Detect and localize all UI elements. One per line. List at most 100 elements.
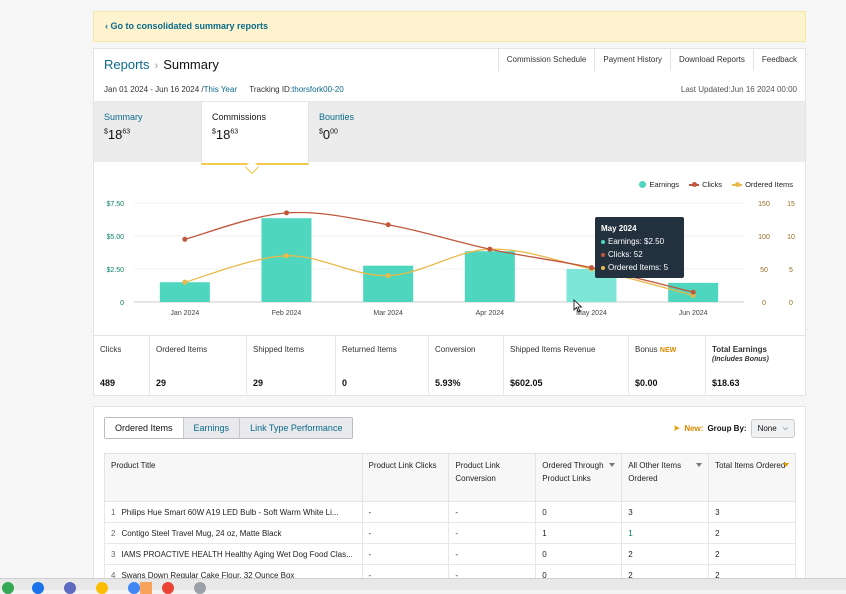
tooltip-clicks: Clicks: 52	[601, 248, 678, 261]
x-tick-label: Feb 2024	[272, 310, 302, 317]
table-row[interactable]: 3 IAMS PROACTIVE HEALTH Healthy Aging Wet…	[104, 543, 796, 565]
stat-shipped-items: Shipped Items 29	[247, 336, 336, 396]
tracking-id-label: Tracking ID:	[249, 85, 293, 94]
app-icon[interactable]	[2, 582, 14, 594]
stat-bonus: Bonus NEW $0.00	[629, 336, 706, 396]
tab-commissions-amount: $1863	[212, 127, 239, 142]
other-items-cell: 3	[621, 501, 710, 523]
sort-active-icon	[783, 463, 789, 467]
tracking-id-selector[interactable]: thorsfork00-20	[292, 85, 344, 94]
tab-earnings[interactable]: Earnings	[182, 418, 240, 438]
table-row[interactable]: 2 Contigo Steel Travel Mug, 24 oz, Matte …	[104, 522, 796, 544]
group-by-select[interactable]: None ⌵	[750, 419, 795, 438]
details-card: Ordered Items Earnings Link Type Perform…	[93, 406, 806, 590]
app-icon[interactable]	[96, 582, 108, 594]
download-reports-link[interactable]: Download Reports	[670, 49, 753, 71]
page-title: Summary	[163, 57, 219, 72]
tab-bounties[interactable]: Bounties $000	[309, 102, 419, 162]
legend-ordered-items[interactable]: Ordered Items	[732, 180, 793, 189]
divider	[94, 101, 805, 102]
taskbar	[0, 578, 846, 594]
stats-row: Clicks 489 Ordered Items 29 Shipped Items 2…	[94, 335, 805, 396]
clicks-point	[487, 246, 493, 252]
legend-clicks[interactable]: Clicks	[689, 180, 722, 189]
earnings-bar	[464, 251, 515, 302]
ordered-items-point	[385, 273, 391, 279]
clicks-point	[385, 222, 391, 228]
ordered-through-cell: 1	[535, 522, 623, 544]
tooltip-ordered: Ordered Items: 5	[601, 261, 678, 274]
other-items-cell: 1	[621, 522, 710, 544]
app-icon[interactable]	[32, 582, 44, 594]
ordered-items-point	[284, 253, 289, 259]
commission-schedule-link[interactable]: Commission Schedule	[497, 49, 595, 71]
header-product-link-conversion[interactable]: Product Link Conversion	[448, 453, 537, 502]
y-left-tick-label: 0	[120, 300, 124, 307]
earnings-bar	[159, 282, 210, 302]
tooltip-earnings: Earnings: $2.50	[601, 235, 678, 248]
clicks-point	[690, 289, 696, 295]
earnings-dot-icon	[639, 181, 647, 188]
header-product-title[interactable]: Product Title	[104, 453, 363, 502]
top-links: Commission Schedule Payment History Down…	[497, 49, 805, 71]
y-right-ordered-tick-label: 5	[789, 267, 793, 274]
link-clicks-cell: -	[361, 501, 450, 523]
new-badge: NEW	[659, 347, 677, 354]
clicks-point	[182, 236, 188, 242]
period-selector[interactable]: This Year	[203, 85, 237, 94]
tab-commissions[interactable]: Commissions $1863	[201, 102, 309, 165]
group-by-label: Group By:	[707, 424, 747, 433]
summary-tabs: Summary $1863 Commissions $1863 Bounties…	[94, 102, 805, 165]
tab-bounties-amount: $000	[319, 127, 338, 142]
header-total-items[interactable]: Total Items Ordered	[708, 453, 796, 502]
product-title-cell[interactable]: 2 Contigo Steel Travel Mug, 24 oz, Matte …	[104, 522, 363, 544]
stat-total-earnings: Total Earnings (Includes Bonus) $18.63	[712, 345, 769, 388]
x-tick-label: May 2024	[576, 310, 607, 317]
tab-summary-label: Summary	[104, 112, 143, 122]
ordered-items-table: Product Title Product Link Clicks Produc…	[104, 453, 796, 586]
x-tick-label: Jan 2024	[170, 310, 199, 317]
clicks-line-icon	[689, 181, 700, 187]
y-left-tick-label: $5.00	[106, 234, 124, 241]
total-items-cell: 3	[708, 501, 796, 523]
stat-ordered-items: Ordered Items 29	[150, 336, 247, 396]
header-all-other-items[interactable]: All Other Items Ordered	[621, 453, 710, 502]
earnings-bar	[363, 265, 414, 302]
x-tick-label: Jun 2024	[679, 310, 708, 317]
tab-link-type-performance[interactable]: Link Type Performance	[239, 418, 353, 438]
product-title-cell[interactable]: 3 IAMS PROACTIVE HEALTH Healthy Aging Wet…	[104, 543, 363, 565]
app-icon[interactable]	[128, 582, 140, 594]
clicks-point	[589, 265, 594, 271]
y-right-ordered-tick-label: 10	[787, 234, 795, 241]
mouse-cursor-icon	[573, 299, 583, 313]
table-row[interactable]: 1 Philips Hue Smart 60W A19 LED Bulb - So…	[104, 501, 796, 523]
x-tick-label: Apr 2024	[476, 310, 505, 317]
feedback-link[interactable]: Feedback	[752, 49, 805, 71]
legend-earnings[interactable]: Earnings	[639, 180, 679, 189]
payment-history-link[interactable]: Payment History	[594, 49, 670, 71]
tab-summary[interactable]: Summary $1863	[94, 102, 201, 162]
rocket-icon: ➤	[672, 423, 681, 433]
breadcrumb-reports[interactable]: Reports	[104, 57, 150, 72]
x-tick-label: Mar 2024	[373, 310, 403, 317]
app-icon[interactable]	[140, 582, 152, 594]
chart-legend: Earnings Clicks Ordered Items	[639, 180, 793, 189]
header-ordered-through-links[interactable]: Ordered Through Product Links	[535, 453, 623, 502]
tab-ordered-items[interactable]: Ordered Items	[105, 418, 183, 438]
header-product-link-clicks[interactable]: Product Link Clicks	[361, 453, 450, 502]
y-right-clicks-tick-label: 100	[758, 234, 770, 241]
app-icon[interactable]	[162, 582, 174, 594]
link-clicks-cell: -	[361, 522, 450, 544]
link-conversion-cell: -	[448, 522, 537, 544]
group-by: ➤ New: Group By: None ⌵	[673, 419, 795, 438]
tab-bounties-label: Bounties	[319, 112, 355, 122]
product-title-cell[interactable]: 1 Philips Hue Smart 60W A19 LED Bulb - So…	[104, 501, 363, 523]
y-left-tick-label: $2.50	[106, 267, 124, 274]
chevron-down-icon: ⌵	[782, 424, 788, 432]
app-icon[interactable]	[194, 582, 206, 594]
y-right-ordered-tick-label: 0	[789, 300, 793, 307]
app-icon[interactable]	[64, 582, 76, 594]
consolidated-reports-link[interactable]: ‹ Go to consolidated summary reports	[105, 21, 269, 31]
chart-tooltip: May 2024 Earnings: $2.50 Clicks: 52 Orde…	[595, 217, 684, 278]
date-range: Jan 01 2024 - Jun 16 2024 /	[104, 85, 204, 94]
